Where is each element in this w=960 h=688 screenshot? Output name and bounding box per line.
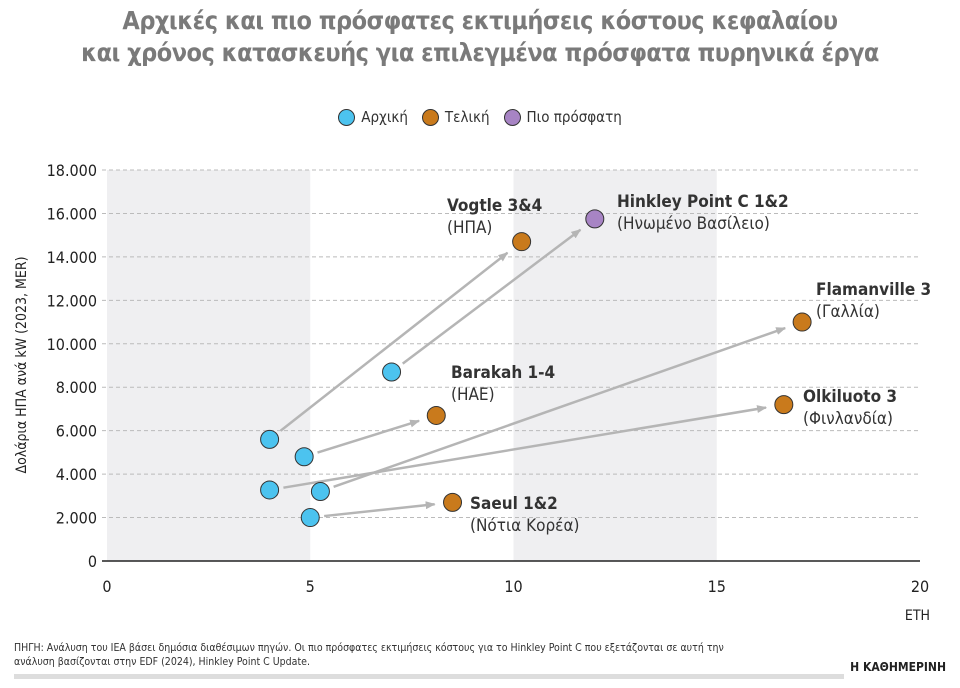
x-tick-label: 20 — [911, 577, 929, 596]
arrow — [283, 405, 768, 489]
point-initial — [294, 447, 314, 467]
point-final — [585, 209, 605, 229]
project-country-label: (Φινλανδία) — [803, 409, 893, 429]
point-initial — [260, 480, 280, 500]
y-tick-label: 6.000 — [56, 422, 97, 441]
project-name-label: Saeul 1&2 — [470, 494, 558, 514]
project-name-label: Flamanville 3 — [816, 280, 931, 300]
y-tick-label: 4.000 — [56, 465, 97, 484]
shaded-band — [107, 170, 311, 561]
arrow — [401, 228, 582, 365]
legend: Αρχική Τελική Πιο πρόσφατη — [0, 108, 960, 126]
x-tick-label: 5 — [306, 577, 315, 596]
y-tick-label: 16.000 — [47, 204, 97, 223]
y-axis-label: Δολάρια ΗΠΑ ανά kW (2023, MER) — [14, 256, 30, 473]
project-country-label: (Γαλλία) — [816, 302, 880, 322]
source-note: ΠΗΓΗ: Ανάλυση του IEA βάσει δημόσια διαθ… — [14, 642, 724, 668]
arrow — [333, 326, 787, 489]
y-tick-label: 14.000 — [47, 248, 97, 267]
brand-logo: Η ΚΑΘΗΜΕΡΙΝΗ — [850, 660, 946, 674]
x-tick-label: 10 — [504, 577, 522, 596]
legend-item-initial: Αρχική — [338, 108, 408, 126]
project-name-label: Barakah 1-4 — [451, 363, 555, 383]
project-name-label: Hinkley Point C 1&2 — [617, 192, 789, 212]
project-country-label: (ΗΠΑ) — [447, 218, 492, 238]
y-tick-label: 0 — [88, 552, 97, 571]
project-name-label: Vogtle 3&4 — [447, 196, 542, 216]
arrow — [317, 419, 421, 454]
legend-marker-initial — [338, 108, 356, 126]
y-tick-label: 18.000 — [47, 161, 97, 180]
shaded-band — [513, 170, 717, 561]
y-tick-label: 8.000 — [56, 378, 97, 397]
legend-label: Αρχική — [361, 108, 408, 126]
project-country-label: (Ηνωμένο Βασίλειο) — [617, 214, 770, 234]
legend-marker-latest — [503, 108, 521, 126]
legend-item-final: Τελική — [421, 108, 490, 126]
point-final — [792, 312, 812, 332]
point-initial — [310, 481, 330, 501]
legend-marker-final — [421, 108, 439, 126]
chart-title-line2: και χρόνος κατασκευής για επιλεγμένα πρό… — [81, 38, 879, 67]
point-final — [443, 492, 463, 512]
y-tick-label: 12.000 — [47, 291, 97, 310]
point-final — [512, 232, 532, 252]
point-initial — [300, 508, 320, 528]
y-tick-label: 2.000 — [56, 509, 97, 528]
arrow — [324, 501, 436, 518]
footer-bar — [14, 674, 844, 679]
arrow — [279, 251, 509, 432]
point-final — [774, 395, 794, 415]
point-initial — [260, 429, 280, 449]
legend-label: Τελική — [444, 108, 490, 126]
project-name-label: Olkiluoto 3 — [803, 387, 897, 407]
x-axis-label: ΕΤΗ — [905, 608, 930, 624]
legend-label: Πιο πρόσφατη — [526, 108, 622, 126]
point-initial — [382, 362, 402, 382]
legend-item-latest: Πιο πρόσφατη — [503, 108, 622, 126]
y-tick-label: 10.000 — [47, 335, 97, 354]
x-tick-label: 0 — [102, 577, 111, 596]
x-tick-label: 15 — [708, 577, 726, 596]
project-country-label: (ΗΑΕ) — [451, 385, 495, 405]
point-final — [426, 405, 446, 425]
project-country-label: (Νότια Κορέα) — [470, 516, 580, 536]
chart-title-line1: Αρχικές και πιο πρόσφατες εκτιμήσεις κόσ… — [122, 6, 838, 35]
